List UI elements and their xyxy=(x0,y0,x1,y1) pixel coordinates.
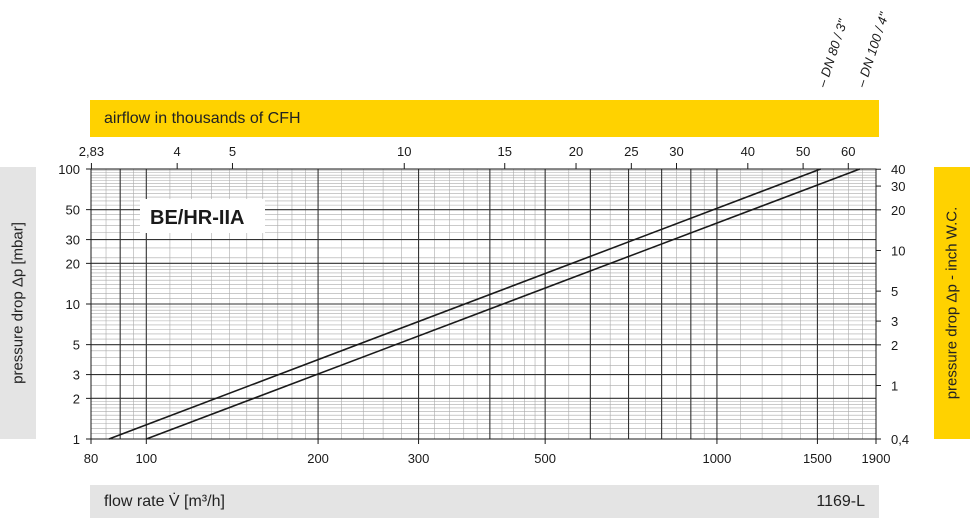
y-tick-label: 3 xyxy=(73,368,80,383)
y-tick-label: 1 xyxy=(73,432,80,447)
x-tick-label: 500 xyxy=(534,451,556,466)
series-label-1: – DN 80 / 3" xyxy=(814,16,851,90)
chart-title-box: BE/HR-IIA xyxy=(140,199,265,233)
y-tick-label: 30 xyxy=(66,233,80,248)
top-axis-label: airflow in thousands of CFH xyxy=(104,109,301,127)
top-tick-label: 10 xyxy=(397,144,411,159)
right-tick-label: 3 xyxy=(891,314,898,329)
top-axis-band: airflow in thousands of CFH xyxy=(90,100,879,137)
top-tick-label: 5 xyxy=(229,144,236,159)
grid-minor xyxy=(90,169,877,439)
right-tick-label: 20 xyxy=(891,203,905,218)
top-tick-label: 20 xyxy=(569,144,583,159)
y-tick-label: 20 xyxy=(66,256,80,271)
top-tick-label: 40 xyxy=(741,144,755,159)
top-tick-label: 4 xyxy=(174,144,181,159)
x-tick-label: 1000 xyxy=(702,451,731,466)
x-tick-label: 80 xyxy=(84,451,98,466)
top-tick-label: 60 xyxy=(841,144,855,159)
x-tick-label: 300 xyxy=(408,451,430,466)
y-tick-label: 5 xyxy=(73,338,80,353)
right-tick-label: 2 xyxy=(891,338,898,353)
y-tick-label: 50 xyxy=(66,203,80,218)
top-tick-label: 25 xyxy=(624,144,638,159)
axis-ticks: 80 100 200 300 500 1000 1500 190012351020305010… xyxy=(58,144,909,466)
series-label-2: – DN 100 / 4" xyxy=(853,9,892,90)
top-tick-label: 50 xyxy=(796,144,810,159)
figure-code: 1169-L xyxy=(816,492,865,510)
y-tick-label: 10 xyxy=(66,297,80,312)
top-tick-label: 15 xyxy=(498,144,512,159)
series-line-1 xyxy=(108,168,821,440)
right-axis-band: pressure drop Δp - inch W.C. xyxy=(934,167,970,439)
right-tick-label: 30 xyxy=(891,179,905,194)
y-tick-label: 100 xyxy=(58,162,80,177)
bottom-axis-label: flow rate V̇ [m³/h] xyxy=(104,492,225,510)
right-tick-label: 10 xyxy=(891,243,905,258)
right-tick-label: 40 xyxy=(891,162,905,177)
x-tick-label: 200 xyxy=(307,451,329,466)
left-axis-band: pressure drop Δp [mbar] xyxy=(0,167,36,439)
right-tick-label: 1 xyxy=(891,378,898,393)
series-line-2 xyxy=(146,168,861,440)
top-tick-label: 2,83 xyxy=(79,144,104,159)
right-tick-label: 0,4 xyxy=(891,432,909,447)
top-tick-label: 30 xyxy=(669,144,683,159)
y-tick-label: 2 xyxy=(73,391,80,406)
x-tick-label: 100 xyxy=(135,451,157,466)
x-tick-label: 1900 xyxy=(862,451,891,466)
bottom-axis-band: flow rate V̇ [m³/h] 1169-L xyxy=(90,485,879,518)
x-tick-label: 1500 xyxy=(803,451,832,466)
chart-title: BE/HR-IIA xyxy=(150,207,244,229)
right-tick-label: 5 xyxy=(891,284,898,299)
